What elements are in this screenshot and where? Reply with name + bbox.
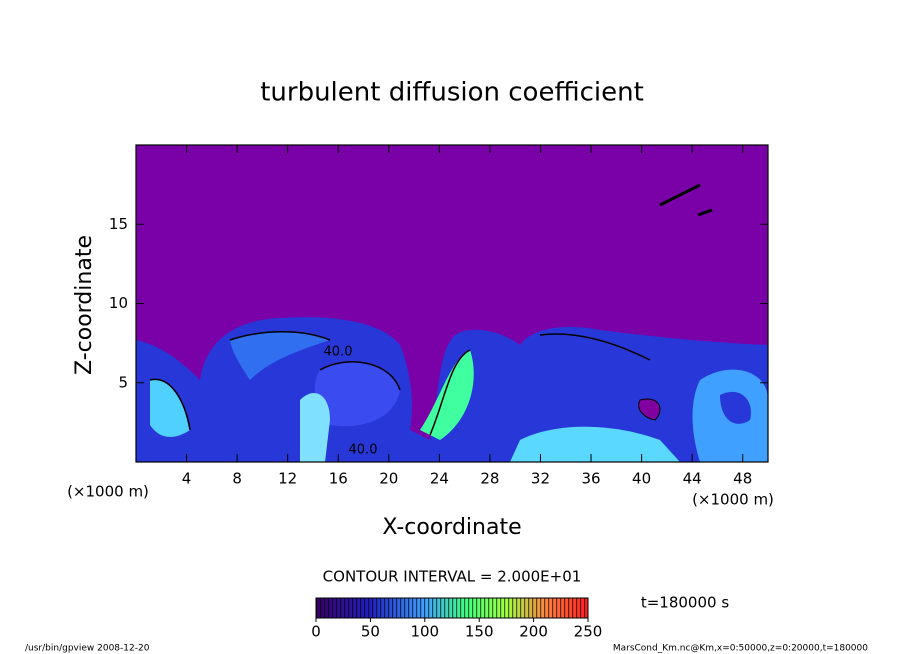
colorbar-tick-label: 250 [574, 623, 603, 641]
time-label: t=180000 s [641, 594, 729, 612]
x-tick-label: 4 [182, 470, 192, 488]
y-tick-label: 5 [118, 373, 128, 391]
y-tick-label: 15 [109, 215, 128, 233]
chart-title: turbulent diffusion coefficient [260, 78, 644, 108]
colorbar-tick-label: 0 [311, 623, 321, 641]
colorbar-frame [315, 597, 589, 619]
colorbar-tick-label: 50 [361, 623, 380, 641]
x-tick-label: 40 [632, 470, 651, 488]
y-unit: (×1000 m) [692, 491, 774, 509]
x-tick-label: 44 [683, 470, 702, 488]
x-tick-label: 28 [480, 470, 499, 488]
y-tick-label: 10 [109, 294, 128, 312]
contour-interval: CONTOUR INTERVAL = 2.000E+01 [323, 568, 582, 586]
footer-right: MarsCond_Km.nc@Km,x=0:50000,z=0:20000,t=… [613, 644, 868, 654]
x-tick-label: 16 [329, 470, 348, 488]
field [136, 145, 768, 462]
x-tick-label: 8 [232, 470, 242, 488]
contour-label: 40.0 [349, 443, 378, 458]
footer-left: /usr/bin/gpview 2008-12-20 [25, 644, 150, 654]
colorbar-tick-label: 100 [410, 623, 439, 641]
colorbar-tick-label: 150 [465, 623, 494, 641]
x-tick-label: 12 [278, 470, 297, 488]
x-axis-label: X-coordinate [382, 515, 521, 540]
x-tick-label: 20 [379, 470, 398, 488]
x-tick-label: 32 [531, 470, 550, 488]
contour-label: 40.0 [324, 345, 353, 360]
colorbar-tick-label: 200 [519, 623, 548, 641]
x-tick-label: 24 [430, 470, 449, 488]
y-axis-label: Z-coordinate [72, 235, 97, 375]
x-tick-label: 36 [581, 470, 600, 488]
x-unit: (×1000 m) [67, 483, 149, 501]
x-tick-label: 48 [733, 470, 752, 488]
